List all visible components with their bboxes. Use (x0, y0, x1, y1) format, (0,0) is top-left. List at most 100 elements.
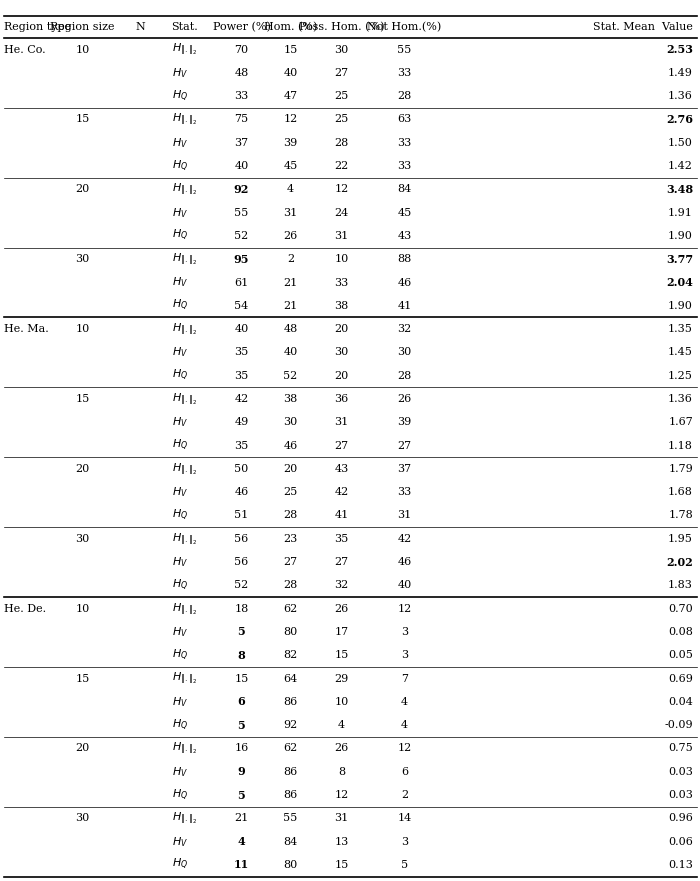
Text: 1.91: 1.91 (668, 208, 693, 218)
Text: 15: 15 (284, 45, 298, 55)
Text: 3.48: 3.48 (666, 184, 693, 195)
Text: 21: 21 (284, 300, 298, 311)
Text: 2.76: 2.76 (666, 114, 693, 125)
Text: 27: 27 (335, 557, 349, 567)
Text: 30: 30 (398, 347, 412, 358)
Text: 27: 27 (335, 440, 349, 450)
Text: 16: 16 (234, 744, 248, 753)
Text: 86: 86 (284, 697, 298, 707)
Text: 8: 8 (338, 766, 345, 777)
Text: 37: 37 (398, 464, 412, 474)
Text: $H_Q$: $H_Q$ (172, 299, 188, 314)
Text: 1.79: 1.79 (668, 464, 693, 474)
Text: 20: 20 (335, 371, 349, 381)
Text: 88: 88 (398, 255, 412, 264)
Text: 75: 75 (234, 115, 248, 124)
Text: $H_Q$: $H_Q$ (172, 578, 188, 593)
Text: $H_V$: $H_V$ (172, 835, 188, 848)
Text: $H_{\|.\|_2}$: $H_{\|.\|_2}$ (172, 670, 197, 686)
Text: 3: 3 (401, 650, 408, 660)
Text: 30: 30 (335, 45, 349, 55)
Text: 20: 20 (284, 464, 298, 474)
Text: 28: 28 (284, 510, 298, 521)
Text: $H_{\|.\|_2}$: $H_{\|.\|_2}$ (172, 741, 197, 756)
Text: 49: 49 (234, 418, 248, 427)
Text: 40: 40 (398, 581, 412, 590)
Text: 35: 35 (234, 347, 248, 358)
Text: Not Hom.(%): Not Hom.(%) (368, 22, 442, 32)
Text: 55: 55 (284, 813, 298, 824)
Text: 20: 20 (76, 464, 90, 474)
Text: 4: 4 (401, 720, 408, 730)
Text: $H_{\|.\|_2}$: $H_{\|.\|_2}$ (172, 41, 197, 57)
Text: 26: 26 (284, 231, 298, 241)
Text: $H_{\|.\|_2}$: $H_{\|.\|_2}$ (172, 811, 197, 826)
Text: 51: 51 (234, 510, 248, 521)
Text: 31: 31 (284, 208, 298, 218)
Text: $H_V$: $H_V$ (172, 276, 188, 289)
Text: $H_Q$: $H_Q$ (172, 508, 188, 523)
Text: $H_V$: $H_V$ (172, 485, 188, 499)
Text: 39: 39 (398, 418, 412, 427)
Text: $H_{\|.\|_2}$: $H_{\|.\|_2}$ (172, 391, 197, 407)
Text: 0.03: 0.03 (668, 766, 693, 777)
Text: 48: 48 (284, 324, 298, 334)
Text: 26: 26 (335, 744, 349, 753)
Text: 1.95: 1.95 (668, 534, 693, 544)
Text: Region size: Region size (50, 22, 115, 32)
Text: 1.67: 1.67 (668, 418, 693, 427)
Text: 56: 56 (234, 557, 248, 567)
Text: 50: 50 (234, 464, 248, 474)
Text: 11: 11 (234, 860, 249, 870)
Text: 7: 7 (401, 674, 408, 684)
Text: $H_V$: $H_V$ (172, 695, 188, 708)
Text: 2.04: 2.04 (666, 277, 693, 288)
Text: 4: 4 (401, 697, 408, 707)
Text: 1.90: 1.90 (668, 300, 693, 311)
Text: $H_Q$: $H_Q$ (172, 857, 188, 872)
Text: $H_Q$: $H_Q$ (172, 788, 188, 803)
Text: 29: 29 (335, 674, 349, 684)
Text: 24: 24 (335, 208, 349, 218)
Text: 46: 46 (284, 440, 298, 450)
Text: $H_V$: $H_V$ (172, 345, 188, 359)
Text: 35: 35 (335, 534, 349, 544)
Text: 52: 52 (234, 581, 248, 590)
Text: 12: 12 (335, 184, 349, 195)
Text: 84: 84 (284, 837, 298, 847)
Text: 41: 41 (335, 510, 349, 521)
Text: 28: 28 (398, 91, 412, 101)
Text: Power (%): Power (%) (213, 22, 270, 32)
Text: 95: 95 (234, 254, 249, 264)
Text: $H_Q$: $H_Q$ (172, 438, 188, 453)
Text: 5: 5 (237, 720, 246, 730)
Text: $H_Q$: $H_Q$ (172, 89, 188, 104)
Text: 28: 28 (398, 371, 412, 381)
Text: 5: 5 (237, 789, 246, 801)
Text: $H_V$: $H_V$ (172, 416, 188, 429)
Text: 14: 14 (398, 813, 412, 824)
Text: 30: 30 (76, 255, 90, 264)
Text: 31: 31 (335, 418, 349, 427)
Text: 3: 3 (401, 837, 408, 847)
Text: 36: 36 (335, 394, 349, 404)
Text: 80: 80 (284, 627, 298, 637)
Text: 31: 31 (335, 813, 349, 824)
Text: $H_V$: $H_V$ (172, 555, 188, 569)
Text: $H_{\|.\|_2}$: $H_{\|.\|_2}$ (172, 181, 197, 197)
Text: 64: 64 (284, 674, 298, 684)
Text: 30: 30 (76, 813, 90, 824)
Text: 0.03: 0.03 (668, 790, 693, 800)
Text: 18: 18 (234, 603, 248, 614)
Text: 2: 2 (287, 255, 294, 264)
Text: 70: 70 (234, 45, 248, 55)
Text: $H_V$: $H_V$ (172, 136, 188, 150)
Text: 28: 28 (284, 581, 298, 590)
Text: 15: 15 (335, 650, 349, 660)
Text: 47: 47 (284, 91, 298, 101)
Text: 10: 10 (335, 697, 349, 707)
Text: 62: 62 (284, 603, 298, 614)
Text: 21: 21 (284, 278, 298, 287)
Text: 15: 15 (76, 115, 90, 124)
Text: He. Ma.: He. Ma. (4, 324, 48, 334)
